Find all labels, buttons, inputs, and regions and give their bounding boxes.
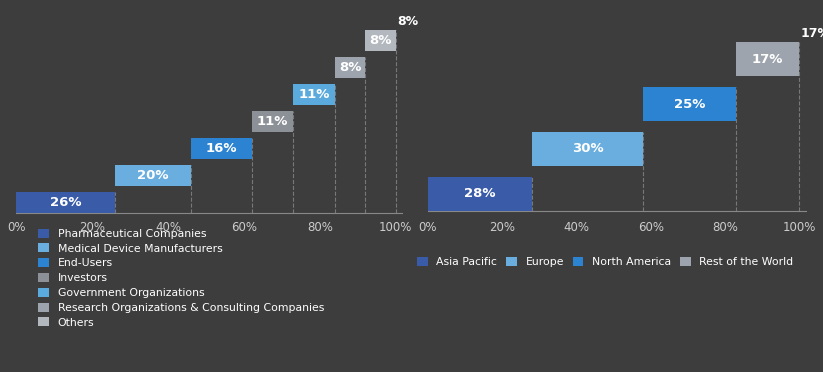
Text: 26%: 26% — [50, 196, 81, 209]
Title: BY STAKEHOLDERS: BY STAKEHOLDERS — [114, 0, 305, 1]
Bar — [532, 132, 644, 166]
Text: 30%: 30% — [572, 142, 603, 155]
Text: 11%: 11% — [299, 88, 330, 101]
Text: 17%: 17% — [752, 53, 783, 66]
Text: 8%: 8% — [370, 34, 392, 47]
Bar — [365, 30, 396, 51]
Bar — [191, 138, 252, 159]
Bar — [293, 84, 335, 105]
Bar — [16, 192, 115, 213]
Bar — [115, 165, 191, 186]
Text: 8%: 8% — [339, 61, 361, 74]
Text: 20%: 20% — [137, 169, 169, 182]
Text: 16%: 16% — [206, 142, 237, 155]
Bar — [736, 42, 799, 77]
Text: 11%: 11% — [257, 115, 288, 128]
Title: BY REGION: BY REGION — [562, 0, 672, 1]
Bar — [428, 177, 532, 211]
Text: 17%: 17% — [801, 27, 823, 40]
Legend: Asia Pacific, Europe, North America, Rest of the World: Asia Pacific, Europe, North America, Res… — [417, 257, 793, 267]
Bar — [252, 111, 293, 132]
Text: 25%: 25% — [674, 97, 705, 110]
Bar — [335, 57, 365, 78]
Bar — [644, 87, 736, 121]
Text: 28%: 28% — [464, 187, 495, 200]
Legend: Pharmaceutical Companies, Medical Device Manufacturers, End-Users, Investors, Go: Pharmaceutical Companies, Medical Device… — [39, 229, 324, 328]
Text: 8%: 8% — [398, 15, 419, 28]
